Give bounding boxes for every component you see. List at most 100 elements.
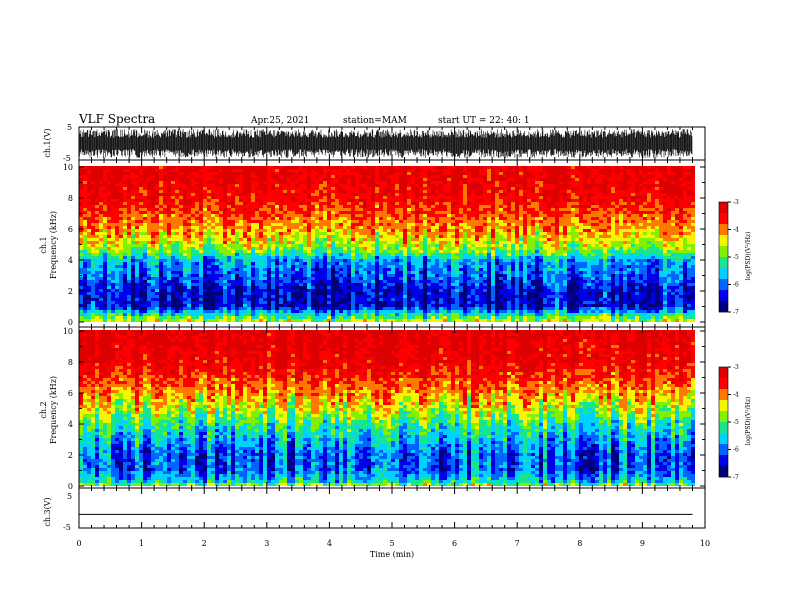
spectrogram-cell: [215, 301, 219, 304]
spectrogram-cell: [251, 316, 255, 319]
spectrogram-cell: [223, 244, 227, 247]
spectrogram-cell: [211, 313, 215, 316]
spectrogram-cell: [259, 244, 263, 247]
spectrogram-cell: [143, 247, 147, 250]
spectrogram-cell: [607, 304, 611, 307]
spectrogram-cell: [459, 259, 463, 262]
spectrogram-cell: [295, 250, 299, 253]
spectrogram-cell: [611, 304, 615, 307]
spectrogram-cell: [319, 274, 323, 277]
spectrogram-cell: [487, 268, 491, 271]
spectrogram-cell: [171, 295, 175, 298]
spectrogram-cell: [387, 307, 391, 310]
spectrogram-cell: [115, 232, 119, 235]
spectrogram-cell: [495, 316, 499, 319]
spectrogram-cell: [403, 286, 407, 289]
spectrogram-cell: [591, 310, 595, 313]
spectrogram-cell: [119, 274, 123, 277]
spectrogram-cell: [667, 253, 671, 256]
spectrogram-cell: [323, 229, 327, 232]
spectrogram-cell: [219, 274, 223, 277]
spectrogram-cell: [435, 295, 439, 298]
spectrogram-cell: [431, 289, 435, 292]
spectrogram-cell: [467, 289, 471, 292]
spectrogram-cell: [443, 307, 447, 310]
spectrogram-cell: [163, 232, 167, 235]
spectrogram-cell: [371, 307, 375, 310]
spectrogram-cell: [663, 301, 667, 304]
spectrogram-cell: [231, 250, 235, 253]
spectrogram-cell: [83, 289, 87, 292]
spectrogram-cell: [387, 301, 391, 304]
spectrogram-cell: [203, 307, 207, 310]
spectrogram-cell: [575, 226, 579, 229]
spectrogram-cell: [163, 319, 167, 322]
spectrogram-cell: [535, 310, 539, 313]
spectrogram-cell: [623, 310, 627, 313]
spectrogram-cell: [215, 280, 219, 283]
spectrogram-cell: [303, 226, 307, 229]
spectrogram-cell: [215, 289, 219, 292]
spectrogram-cell: [583, 304, 587, 307]
spectrogram-cell: [551, 253, 555, 256]
spectrogram-cell: [611, 301, 615, 304]
spectrogram-cell: [95, 235, 99, 238]
spectrogram-cell: [263, 277, 267, 280]
spectrogram-cell: [187, 277, 191, 280]
start-time-label: start UT = 22: 40: 1: [438, 116, 530, 126]
spectrogram-cell: [475, 319, 479, 322]
spectrogram-cell: [555, 253, 559, 256]
spectrogram-cell: [271, 319, 275, 322]
spectrogram-cell: [115, 319, 119, 322]
spectrogram-cell: [511, 235, 515, 238]
spectrogram-cell: [463, 235, 467, 238]
spectrogram-cell: [575, 286, 579, 289]
spectrogram-cell: [99, 232, 103, 235]
spectrogram-cell: [275, 232, 279, 235]
spectrogram-cell: [119, 265, 123, 268]
spectrogram-cell: [539, 268, 543, 271]
spectrogram-cell: [599, 253, 603, 256]
spectrogram-cell: [167, 262, 171, 265]
spectrogram-cell: [467, 283, 471, 286]
spectrogram-cell: [219, 319, 223, 322]
spectrogram-cell: [287, 304, 291, 307]
spectrogram-cell: [339, 313, 343, 316]
spectrogram-cell: [387, 262, 391, 265]
spectrogram-cell: [91, 223, 95, 226]
spectrogram-cell: [135, 304, 139, 307]
spectrogram-cell: [83, 253, 87, 256]
spectrogram-cell: [175, 319, 179, 322]
spectrogram-cell: [663, 268, 667, 271]
spectrogram-cell: [347, 262, 351, 265]
spectrogram-cell: [311, 232, 315, 235]
spectrogram-cell: [491, 301, 495, 304]
spectrogram-cell: [415, 229, 419, 232]
spectrogram-cell: [603, 313, 607, 316]
spectrogram-cell: [407, 247, 411, 250]
spectrogram-cell: [79, 304, 83, 307]
spectrogram-cell: [367, 247, 371, 250]
spectrogram-cell: [91, 232, 95, 235]
spectrogram-cell: [131, 277, 135, 280]
spectrogram-cell: [491, 298, 495, 301]
spectrogram-cell: [83, 226, 87, 229]
spectrogram-cell: [351, 271, 355, 274]
spectrogram-cell: [627, 295, 631, 298]
spectrogram-cell: [207, 223, 211, 226]
spectrogram-cell: [87, 235, 91, 238]
spectrogram-cell: [159, 238, 163, 241]
ch1-waveform-ylabel: ch.1(V): [43, 128, 52, 157]
spectrogram-cell: [551, 301, 555, 304]
spectrogram-cell: [287, 280, 291, 283]
spectrogram-cell: [231, 319, 235, 322]
spectrogram-cell: [455, 229, 459, 232]
spectrogram-cell: [467, 247, 471, 250]
spectrogram-cell: [463, 292, 467, 295]
spectrogram-cell: [239, 301, 243, 304]
spectrogram-cell: [667, 304, 671, 307]
spectrogram-cell: [387, 298, 391, 301]
spectrogram-cell: [223, 316, 227, 319]
spectrogram-cell: [175, 256, 179, 259]
spectrogram-cell: [587, 226, 591, 229]
